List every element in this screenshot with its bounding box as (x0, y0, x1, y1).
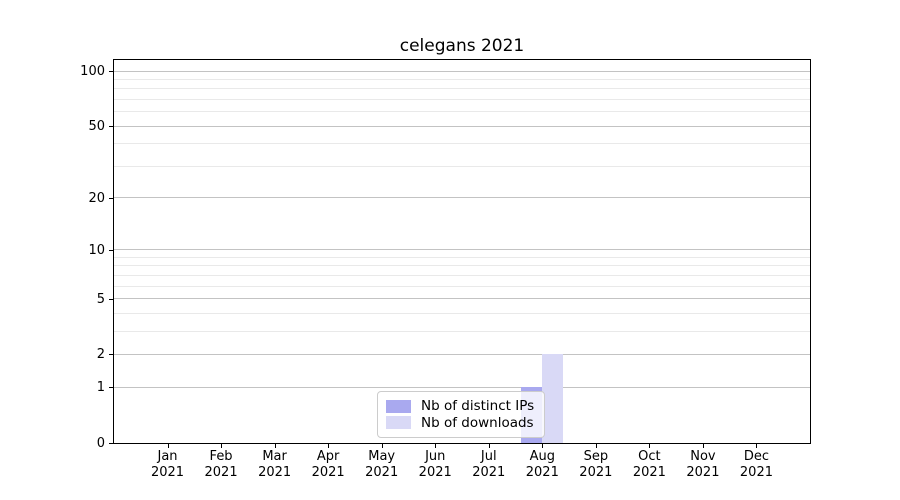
minor-gridline (114, 312, 810, 314)
x-tick-mark (328, 444, 330, 448)
chart-title: celegans 2021 (399, 36, 525, 56)
y-tick-label: 20 (88, 190, 105, 206)
major-gridline (114, 125, 810, 127)
x-tick-mark (649, 444, 651, 448)
x-tick-mark (167, 444, 169, 448)
bar-downloads (542, 354, 564, 443)
x-tick-label: Sep 2021 (579, 449, 613, 480)
x-tick-mark (274, 444, 276, 448)
major-gridline (114, 70, 810, 72)
y-tick-mark (109, 249, 113, 251)
y-tick-mark (109, 443, 113, 444)
x-tick-mark (488, 444, 490, 448)
legend-item-downloads: Nb of downloads (386, 415, 536, 431)
x-tick-label: Oct 2021 (632, 449, 666, 480)
y-tick-label: 2 (96, 347, 105, 363)
x-tick-label: Nov 2021 (686, 449, 720, 480)
y-tick-mark (109, 197, 113, 199)
x-tick-mark (542, 444, 544, 448)
minor-gridline (114, 330, 810, 332)
y-tick-label: 5 (96, 291, 105, 307)
major-gridline (114, 197, 810, 199)
minor-gridline (114, 265, 810, 267)
x-tick-mark (595, 444, 597, 448)
minor-gridline (114, 165, 810, 167)
major-gridline (114, 298, 810, 300)
bars-layer (114, 60, 810, 443)
minor-gridline (114, 274, 810, 276)
minor-gridline (114, 285, 810, 287)
legend: Nb of distinct IPs Nb of downloads (377, 391, 545, 438)
y-tick-label: 10 (88, 242, 105, 258)
x-tick-mark (221, 444, 223, 448)
y-tick-mark (109, 354, 113, 356)
x-tick-mark (702, 444, 704, 448)
major-gridline (114, 249, 810, 251)
x-tick-label: Jan 2021 (150, 449, 185, 480)
x-tick-label: Aug 2021 (525, 449, 559, 480)
legend-swatch-downloads (386, 416, 411, 430)
legend-swatch-distinct-ips (386, 399, 411, 413)
x-tick-label: May 2021 (365, 449, 399, 480)
y-tick-label: 0 (96, 436, 105, 451)
x-tick-mark (381, 444, 383, 448)
plot-area: Nb of distinct IPs Nb of downloads (113, 59, 811, 444)
minor-gridline (114, 99, 810, 101)
major-gridline (114, 386, 810, 388)
minor-gridline (114, 111, 810, 113)
grid-layer (114, 60, 810, 443)
y-tick-label: 50 (88, 119, 105, 135)
x-tick-mark (435, 444, 437, 448)
y-tick-mark (109, 387, 113, 389)
x-tick-label: Dec 2021 (739, 449, 773, 480)
minor-gridline (114, 79, 810, 81)
y-tick-label: 100 (80, 64, 105, 80)
x-tick-label: Feb 2021 (204, 449, 238, 480)
minor-gridline (114, 88, 810, 90)
x-tick-label: Jul 2021 (472, 449, 506, 480)
y-tick-label: 1 (96, 380, 105, 396)
y-tick-mark (109, 298, 113, 300)
x-tick-label: Jun 2021 (418, 449, 452, 480)
legend-label-downloads: Nb of downloads (421, 414, 534, 431)
legend-label-distinct-ips: Nb of distinct IPs (421, 398, 535, 415)
minor-gridline (114, 256, 810, 258)
minor-gridline (114, 143, 810, 145)
major-gridline (114, 353, 810, 355)
y-tick-mark (109, 126, 113, 128)
x-tick-label: Apr 2021 (311, 449, 345, 480)
x-tick-mark (756, 444, 758, 448)
y-tick-mark (109, 71, 113, 73)
x-tick-label: Mar 2021 (258, 449, 292, 480)
legend-item-distinct-ips: Nb of distinct IPs (386, 398, 536, 414)
